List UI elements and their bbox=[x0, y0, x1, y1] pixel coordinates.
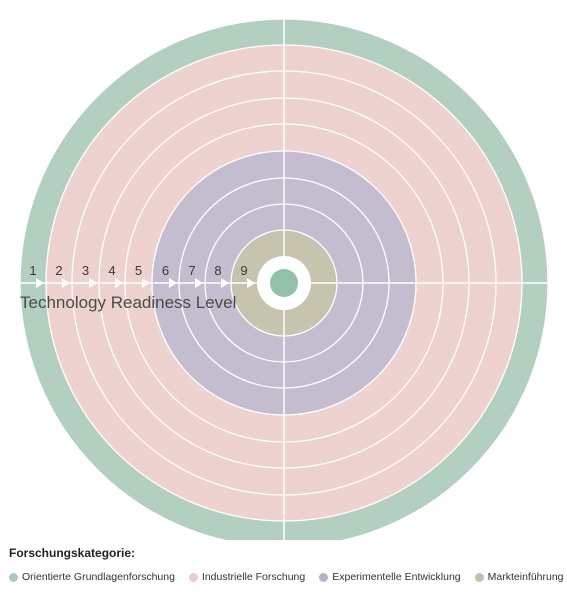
legend-item: Orientierte Grundlagenforschung bbox=[9, 571, 175, 583]
trl-axis-title: Technology Readiness Level bbox=[20, 293, 236, 312]
legend: Orientierte Grundlagenforschung Industrie… bbox=[9, 571, 564, 583]
legend-item-label: Industrielle Forschung bbox=[201, 571, 306, 583]
trl-level-label-6: 6 bbox=[162, 263, 169, 278]
legend-color-dot bbox=[319, 572, 329, 582]
label-layer: 1 2 3 4 5 6 7 8 9 bbox=[29, 263, 255, 288]
trl-arrow-marker-8 bbox=[221, 278, 229, 288]
legend-item: Industrielle Forschung bbox=[188, 571, 306, 583]
legend-color-dot bbox=[474, 572, 484, 582]
trl-arrow-marker-9 bbox=[247, 278, 255, 288]
legend-heading: Forschungskategorie: bbox=[9, 546, 136, 560]
center-layer bbox=[257, 256, 311, 310]
center-dot bbox=[270, 269, 298, 297]
axis-layer bbox=[20, 19, 548, 540]
trl-level-label-2: 2 bbox=[55, 263, 62, 278]
legend-color-dot bbox=[9, 572, 18, 582]
trl-level-label-5: 5 bbox=[135, 263, 142, 278]
trl-arrow-marker-6 bbox=[169, 278, 177, 288]
trl-level-label-9: 9 bbox=[240, 263, 247, 278]
trl-arrow-marker-7 bbox=[195, 278, 203, 288]
trl-level-label-7: 7 bbox=[188, 263, 195, 278]
legend-item: Markteinführung bbox=[474, 571, 564, 583]
trl-level-label-3: 3 bbox=[82, 263, 89, 278]
trl-level-label-4: 4 bbox=[108, 263, 115, 278]
trl-level-label-8: 8 bbox=[214, 263, 221, 278]
trl-arrow-marker-3 bbox=[89, 278, 97, 288]
trl-arrow-marker-5 bbox=[142, 278, 150, 288]
legend-color-dot bbox=[188, 572, 198, 582]
legend-item-label: Orientierte Grundlagenforschung bbox=[22, 571, 175, 583]
trl-arrow-marker-2 bbox=[62, 278, 70, 288]
legend-item-label: Experimentelle Entwicklung bbox=[332, 571, 461, 583]
legend-item: Experimentelle Entwicklung bbox=[319, 571, 461, 583]
trl-arrow-marker-4 bbox=[115, 278, 123, 288]
trl-target-diagram: 1 2 3 4 5 6 7 8 9 Technology Readiness Level bbox=[19, 18, 549, 540]
trl-level-label-1: 1 bbox=[29, 263, 36, 278]
ring-layer bbox=[19, 18, 549, 540]
trl-arrow-marker-1 bbox=[36, 278, 44, 288]
legend-item-label: Markteinführung bbox=[487, 571, 564, 583]
